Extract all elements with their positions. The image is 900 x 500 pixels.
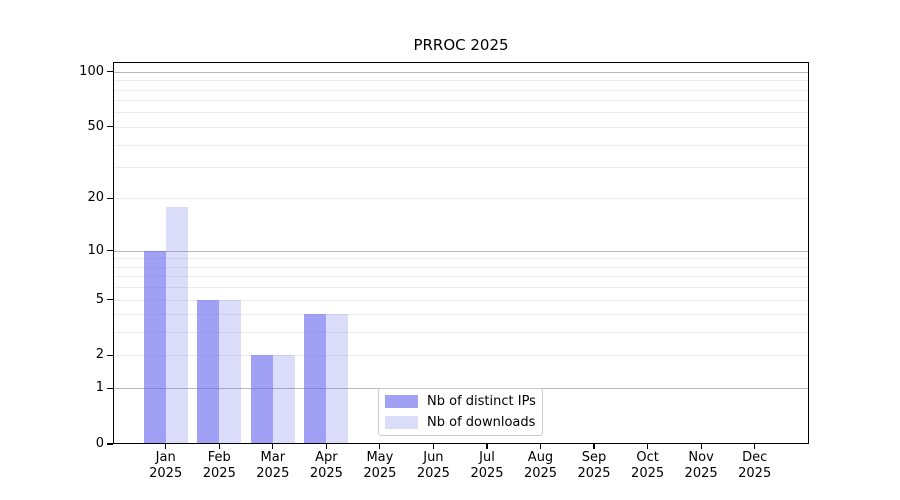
y-tick-label-0: 0 [95, 436, 104, 451]
x-tick-label-apr: Apr 2025 [309, 450, 343, 481]
legend: Nb of distinct IPs Nb of downloads [378, 388, 543, 436]
x-tick-label-dec: Dec 2025 [738, 450, 772, 481]
y-tick-label-10: 10 [87, 242, 104, 258]
x-tick-label-jul: Jul 2025 [470, 450, 504, 481]
x-tick-label-aug: Aug 2025 [523, 450, 558, 481]
legend-label-downloads: Nb of downloads [427, 414, 536, 430]
legend-swatch-distinct-ips [385, 395, 418, 409]
x-tick-jun [432, 444, 434, 449]
y-tick-label-100: 100 [79, 63, 104, 79]
x-tick-sep [593, 444, 595, 449]
y-tick-100 [107, 71, 113, 73]
x-tick-feb [218, 444, 220, 449]
y-tick-10 [107, 250, 113, 252]
bar-apr-series0 [304, 314, 327, 444]
y-tick-label-20: 20 [87, 190, 104, 206]
x-tick-label-jan: Jan 2025 [149, 450, 183, 481]
y-tick-0 [107, 443, 113, 445]
gridline-y-70 [114, 100, 808, 102]
y-tick-label-1: 1 [95, 380, 104, 396]
x-tick-apr [325, 444, 327, 449]
bar-mar-series1 [272, 355, 295, 444]
x-tick-label-feb: Feb 2025 [202, 450, 236, 481]
gridline-y-9 [114, 258, 808, 260]
bar-jan-series0 [143, 250, 166, 444]
gridline-y-6 [114, 287, 808, 289]
legend-item-downloads: Nb of downloads [385, 414, 536, 432]
gridline-y-100 [114, 71, 808, 73]
x-tick-oct [647, 444, 649, 449]
y-tick-5 [107, 298, 113, 301]
gridline-y-3 [114, 332, 808, 334]
gridline-y-50 [114, 126, 808, 128]
y-tick-20 [107, 197, 113, 199]
y-tick-label-2: 2 [95, 347, 104, 363]
gridline-y-40 [114, 144, 808, 146]
bar-jan-series1 [165, 206, 188, 444]
y-tick-label-5: 5 [95, 291, 104, 307]
gridline-y-7 [114, 276, 808, 278]
legend-item-distinct-ips: Nb of distinct IPs [385, 393, 536, 411]
x-tick-aug [539, 444, 542, 449]
y-tick-label-50: 50 [87, 118, 104, 134]
x-tick-may [379, 444, 381, 449]
gridline-y-80 [114, 89, 808, 91]
bar-feb-series0 [197, 299, 220, 444]
gridline-y-60 [114, 112, 808, 114]
y-tick-50 [107, 126, 113, 128]
gridline-y-90 [114, 80, 808, 82]
x-tick-jul [486, 444, 488, 449]
y-tick-2 [107, 354, 113, 356]
chart-title: PRROC 2025 [413, 36, 509, 54]
x-tick-dec [754, 444, 756, 449]
x-tick-label-mar: Mar 2025 [256, 450, 290, 481]
gridline-y-2 [114, 355, 808, 357]
x-tick-mar [272, 444, 274, 449]
x-tick-label-oct: Oct 2025 [631, 450, 665, 481]
bar-feb-series1 [219, 299, 242, 444]
gridline-y-5 [114, 299, 808, 301]
gridline-y-8 [114, 266, 808, 268]
gridline-y-10 [114, 250, 808, 252]
gridline-y-30 [114, 167, 808, 168]
y-tick-1 [107, 387, 113, 389]
x-tick-label-sep: Sep 2025 [577, 450, 611, 481]
x-tick-jan [165, 444, 167, 449]
bar-apr-series1 [326, 314, 349, 444]
bar-mar-series0 [250, 355, 273, 444]
x-tick-label-may: May 2025 [363, 450, 397, 481]
x-tick-label-nov: Nov 2025 [684, 450, 718, 481]
gridline-y-4 [114, 314, 808, 316]
x-tick-label-jun: Jun 2025 [416, 450, 450, 481]
legend-label-distinct-ips: Nb of distinct IPs [427, 394, 536, 410]
legend-swatch-downloads [385, 415, 418, 429]
x-tick-nov [700, 444, 702, 449]
gridline-y-20 [114, 198, 808, 200]
